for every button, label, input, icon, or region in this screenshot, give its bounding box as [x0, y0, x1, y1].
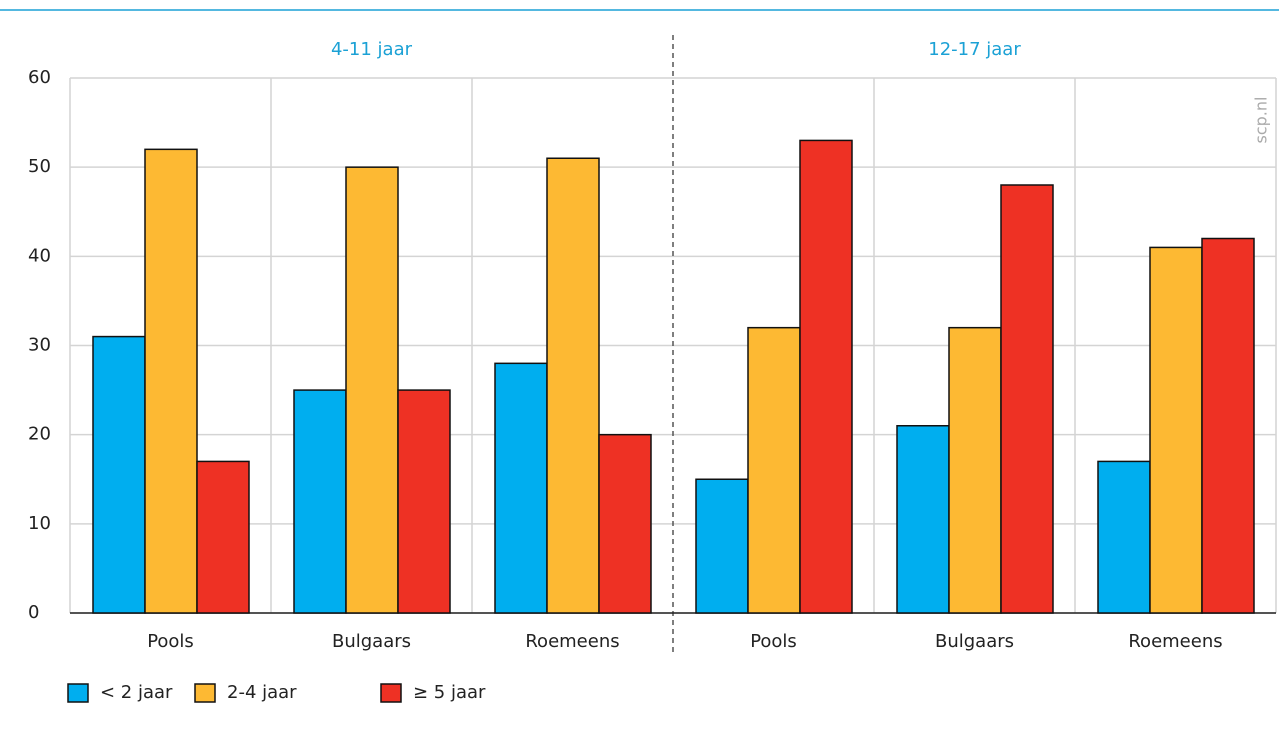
bar	[747, 326, 801, 614]
y-tick-label: 60	[28, 67, 51, 88]
y-tick-label: 50	[28, 156, 51, 177]
group-label: 12-17 jaar	[928, 39, 1021, 60]
x-tick-label: Pools	[750, 631, 797, 652]
bar	[345, 166, 399, 614]
bar	[1201, 237, 1255, 614]
x-tick-label: Roemeens	[1128, 631, 1222, 652]
legend-label: ≥ 5 jaar	[413, 682, 486, 703]
y-tick-label: 20	[28, 424, 51, 445]
bar	[92, 335, 146, 614]
bar	[144, 148, 198, 614]
y-tick-label: 0	[28, 602, 39, 623]
legend-swatch	[67, 683, 89, 703]
bar	[1149, 246, 1203, 614]
bar	[695, 478, 749, 614]
bar	[896, 425, 950, 614]
legend-swatch	[380, 683, 402, 703]
bar	[397, 389, 451, 614]
bar	[196, 460, 250, 614]
x-tick-label: Bulgaars	[332, 631, 411, 652]
bar	[948, 326, 1002, 614]
bar	[799, 139, 853, 614]
y-tick-label: 40	[28, 245, 51, 266]
bar	[494, 362, 548, 614]
bar	[293, 389, 347, 614]
group-label: 4-11 jaar	[331, 39, 413, 60]
legend-label: < 2 jaar	[100, 682, 173, 703]
x-tick-label: Pools	[147, 631, 194, 652]
y-tick-label: 30	[28, 335, 51, 356]
watermark: scp.nl	[1252, 97, 1271, 144]
legend-swatch	[194, 683, 216, 703]
x-tick-label: Bulgaars	[935, 631, 1014, 652]
bar	[546, 157, 600, 614]
x-tick-label: Roemeens	[525, 631, 619, 652]
bar	[1000, 184, 1054, 614]
bar	[598, 433, 652, 614]
y-tick-label: 10	[28, 513, 51, 534]
legend-label: 2-4 jaar	[227, 682, 297, 703]
bar	[1097, 460, 1151, 614]
